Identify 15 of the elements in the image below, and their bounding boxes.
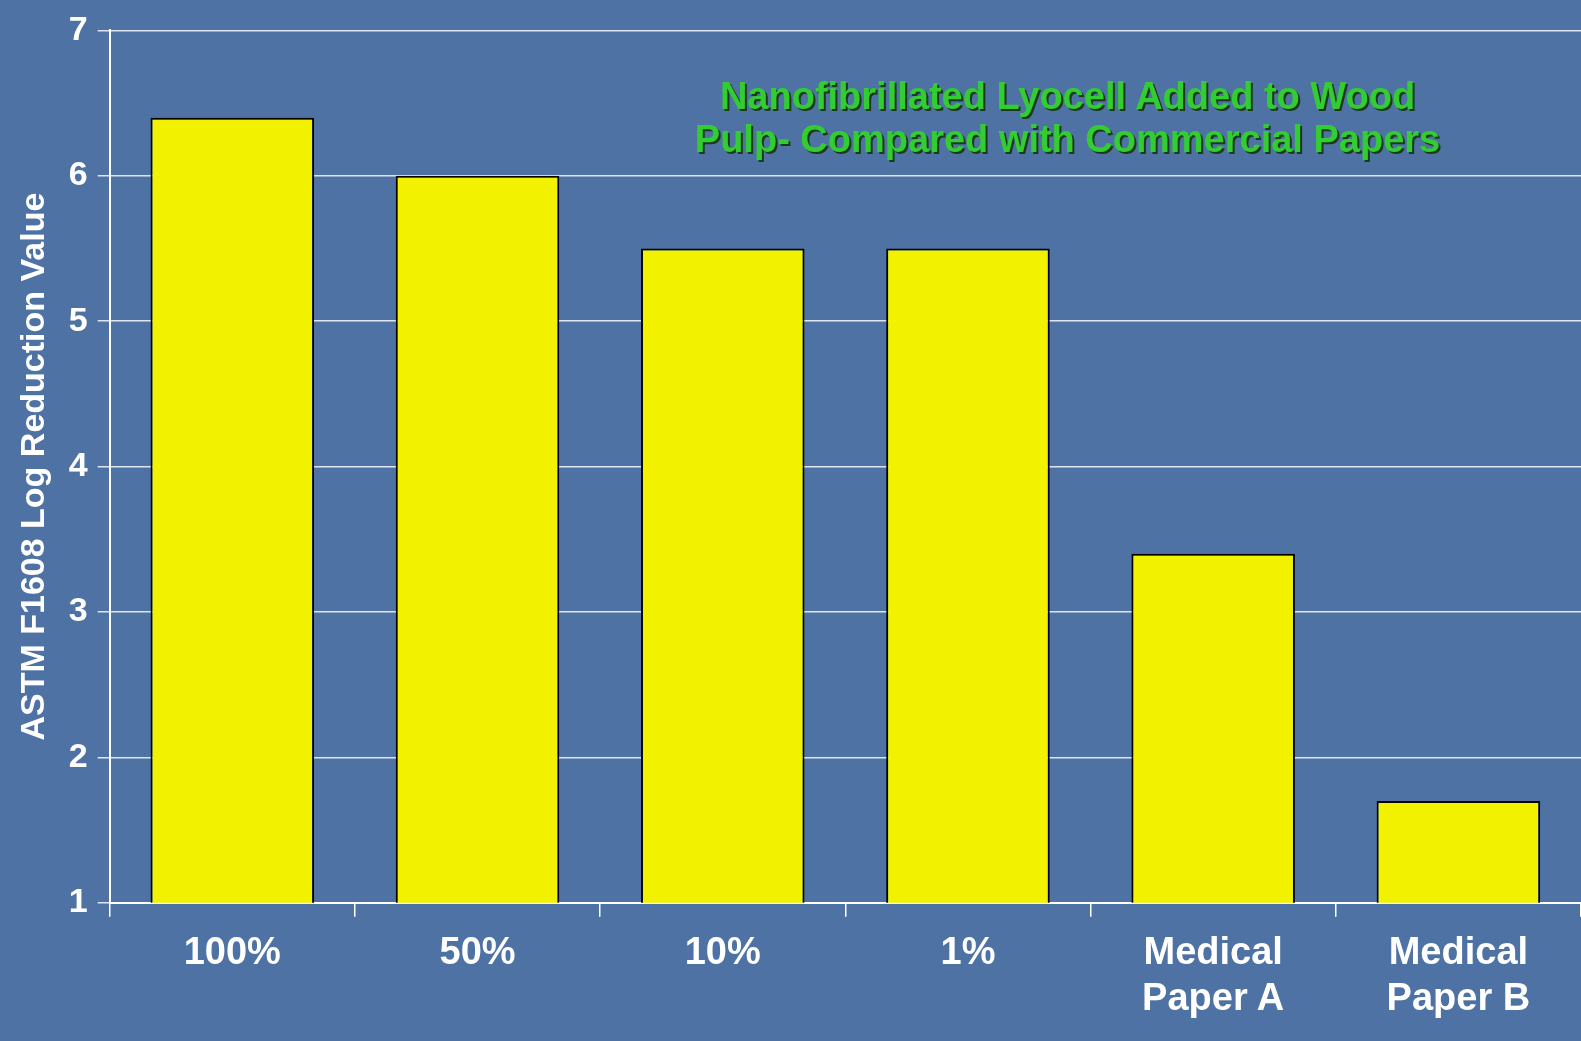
x-tick-label: 100% [183, 930, 281, 973]
y-tick-label: 2 [68, 735, 88, 774]
y-tick-label: 1 [68, 881, 88, 920]
y-tick-label: 3 [68, 590, 88, 629]
y-tick-label: 6 [68, 154, 88, 193]
x-tick-label: 50% [439, 930, 516, 973]
x-tick-label: Medical Paper A [1142, 930, 1285, 1018]
x-tick-label: 10% [684, 930, 761, 973]
x-tick-label: Medical Paper B [1386, 930, 1531, 1018]
text: Nanofibrillated Lyocell Added to Wood Pulp- Compared with Commercial Papers [696, 74, 1443, 162]
y-tick-label: 7 [68, 8, 88, 47]
y-tick-label: 5 [68, 299, 88, 338]
x-tick-label: 1% [940, 930, 996, 973]
y-tick-label: 4 [68, 444, 88, 483]
y-axis-title: ASTM F1608 Log Reduction Value [12, 192, 51, 741]
